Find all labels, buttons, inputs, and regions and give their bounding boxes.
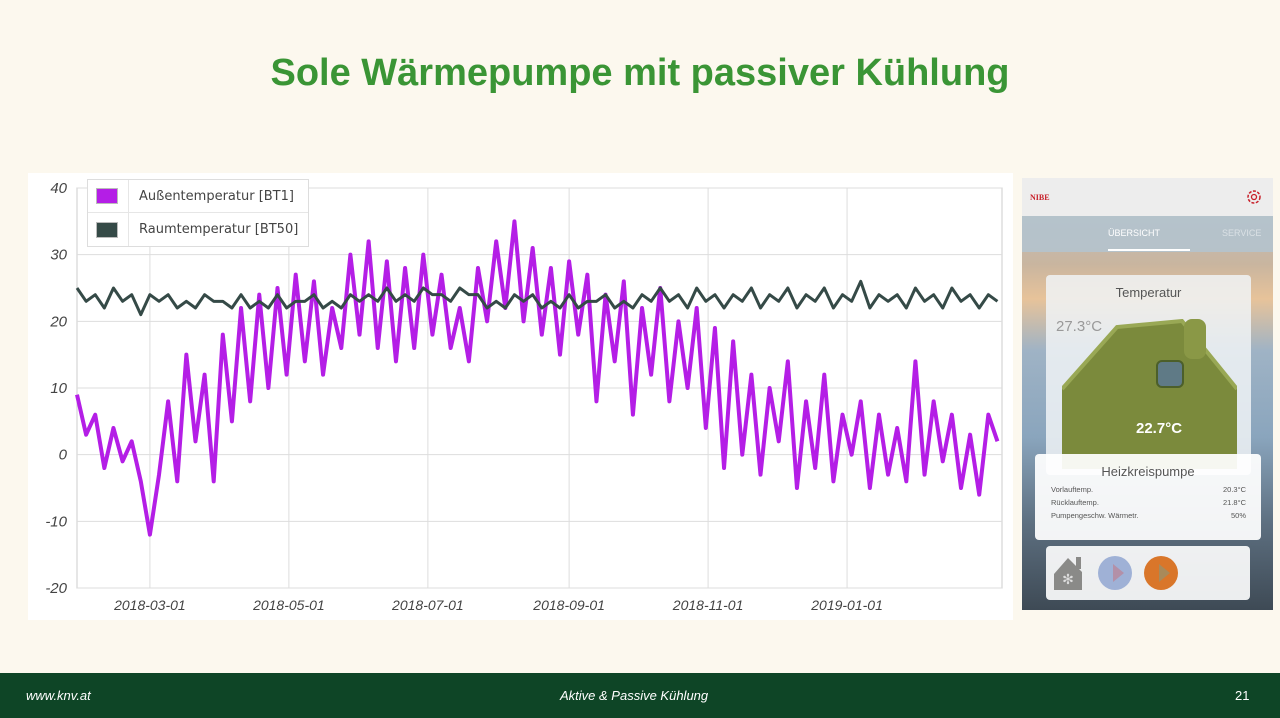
- tab-service[interactable]: SERVICE: [1222, 228, 1262, 238]
- y-tick-label: 40: [50, 180, 67, 197]
- footer-website[interactable]: www.knv.at: [26, 688, 91, 703]
- app-tabs: ÜBERSICHT SERVICE: [1022, 216, 1273, 252]
- x-tick-label: 2018-11-01: [672, 597, 744, 613]
- row-label: Pumpengeschw. Wärmetr.: [1051, 511, 1139, 520]
- series-line-outdoor: [75, 219, 1000, 537]
- y-tick-label: 0: [59, 447, 68, 464]
- legend-swatch: [96, 221, 118, 238]
- temperature-card[interactable]: Temperatur 27.3°C 22.7°C: [1046, 275, 1251, 475]
- active-tab-indicator: [1108, 249, 1190, 251]
- x-tick-label: 2019-01-01: [810, 597, 883, 613]
- legend-swatch: [96, 188, 118, 204]
- temperature-chart: 40 30 20 10 0 -10 -20 2018-03-01 2018-05-01 2018-…: [28, 173, 1013, 620]
- hot-water-icon[interactable]: [1142, 554, 1180, 592]
- legend-item-outdoor[interactable]: Außentemperatur [BT1]: [88, 180, 309, 213]
- house-cooling-icon[interactable]: ✻: [1052, 554, 1088, 592]
- page-number: 21: [1235, 688, 1250, 703]
- legend-label: Außentemperatur [BT1]: [128, 180, 304, 212]
- x-tick-label: 2018-09-01: [532, 597, 605, 613]
- pump-title: Heizkreispumpe: [1101, 464, 1195, 479]
- footer-topic: Aktive & Passive Kühlung: [560, 688, 709, 703]
- footer: www.knv.at Aktive & Passive Kühlung 21: [0, 673, 1280, 718]
- nibe-logo: NIBE: [1030, 192, 1050, 202]
- tab-uebersicht[interactable]: ÜBERSICHT: [1108, 228, 1161, 238]
- heating-mode-icon[interactable]: [1096, 554, 1134, 592]
- x-tick-label: 2018-07-01: [391, 597, 464, 613]
- x-tick-label: 2018-03-01: [113, 597, 186, 613]
- y-tick-label: 20: [49, 313, 67, 330]
- pump-row: Rücklauftemp. 21.8°C: [1035, 496, 1261, 509]
- series-line-room: [75, 279, 999, 317]
- x-tick-label: 2018-05-01: [252, 597, 325, 613]
- heating-pump-card[interactable]: Heizkreispumpe Vorlauftemp. 20.3°C Rückla…: [1035, 454, 1261, 540]
- row-value: 50%: [1230, 511, 1246, 520]
- row-value: 20.3°C: [1222, 485, 1246, 494]
- y-tick-label: -20: [45, 580, 67, 597]
- y-tick-label: 10: [50, 380, 67, 397]
- row-value: 21.8°C: [1222, 498, 1246, 507]
- y-tick-label: 30: [50, 247, 67, 264]
- gear-icon[interactable]: [1245, 188, 1263, 206]
- indoor-temp: 22.7°C: [1136, 420, 1183, 437]
- chart-legend: Außentemperatur [BT1] Raumtemperatur [BT…: [87, 179, 310, 247]
- nibe-app-screenshot: NIBE ÜBERSICHT SERVICE Temperatur 27.3°C…: [1022, 178, 1273, 610]
- svg-text:✻: ✻: [1062, 571, 1074, 587]
- chart-svg: 40 30 20 10 0 -10 -20 2018-03-01 2018-05-01 2018-…: [45, 180, 1003, 613]
- y-tick-label: -10: [45, 513, 67, 530]
- house-icon: [1062, 319, 1237, 469]
- pump-row: Vorlauftemp. 20.3°C: [1035, 483, 1261, 496]
- card-title: Temperatur: [1115, 285, 1182, 300]
- slide-title: Sole Wärmepumpe mit passiver Kühlung: [270, 52, 1010, 94]
- app-header: NIBE: [1022, 178, 1273, 216]
- pump-row: Pumpengeschw. Wärmetr. 50%: [1035, 509, 1261, 522]
- legend-label: Raumtemperatur [BT50]: [128, 213, 308, 246]
- row-label: Vorlauftemp.: [1051, 485, 1094, 494]
- legend-item-room[interactable]: Raumtemperatur [BT50]: [88, 213, 308, 246]
- outdoor-temp: 27.3°C: [1056, 318, 1103, 335]
- mode-buttons-card: ✻: [1046, 546, 1250, 600]
- row-label: Rücklauftemp.: [1051, 498, 1099, 507]
